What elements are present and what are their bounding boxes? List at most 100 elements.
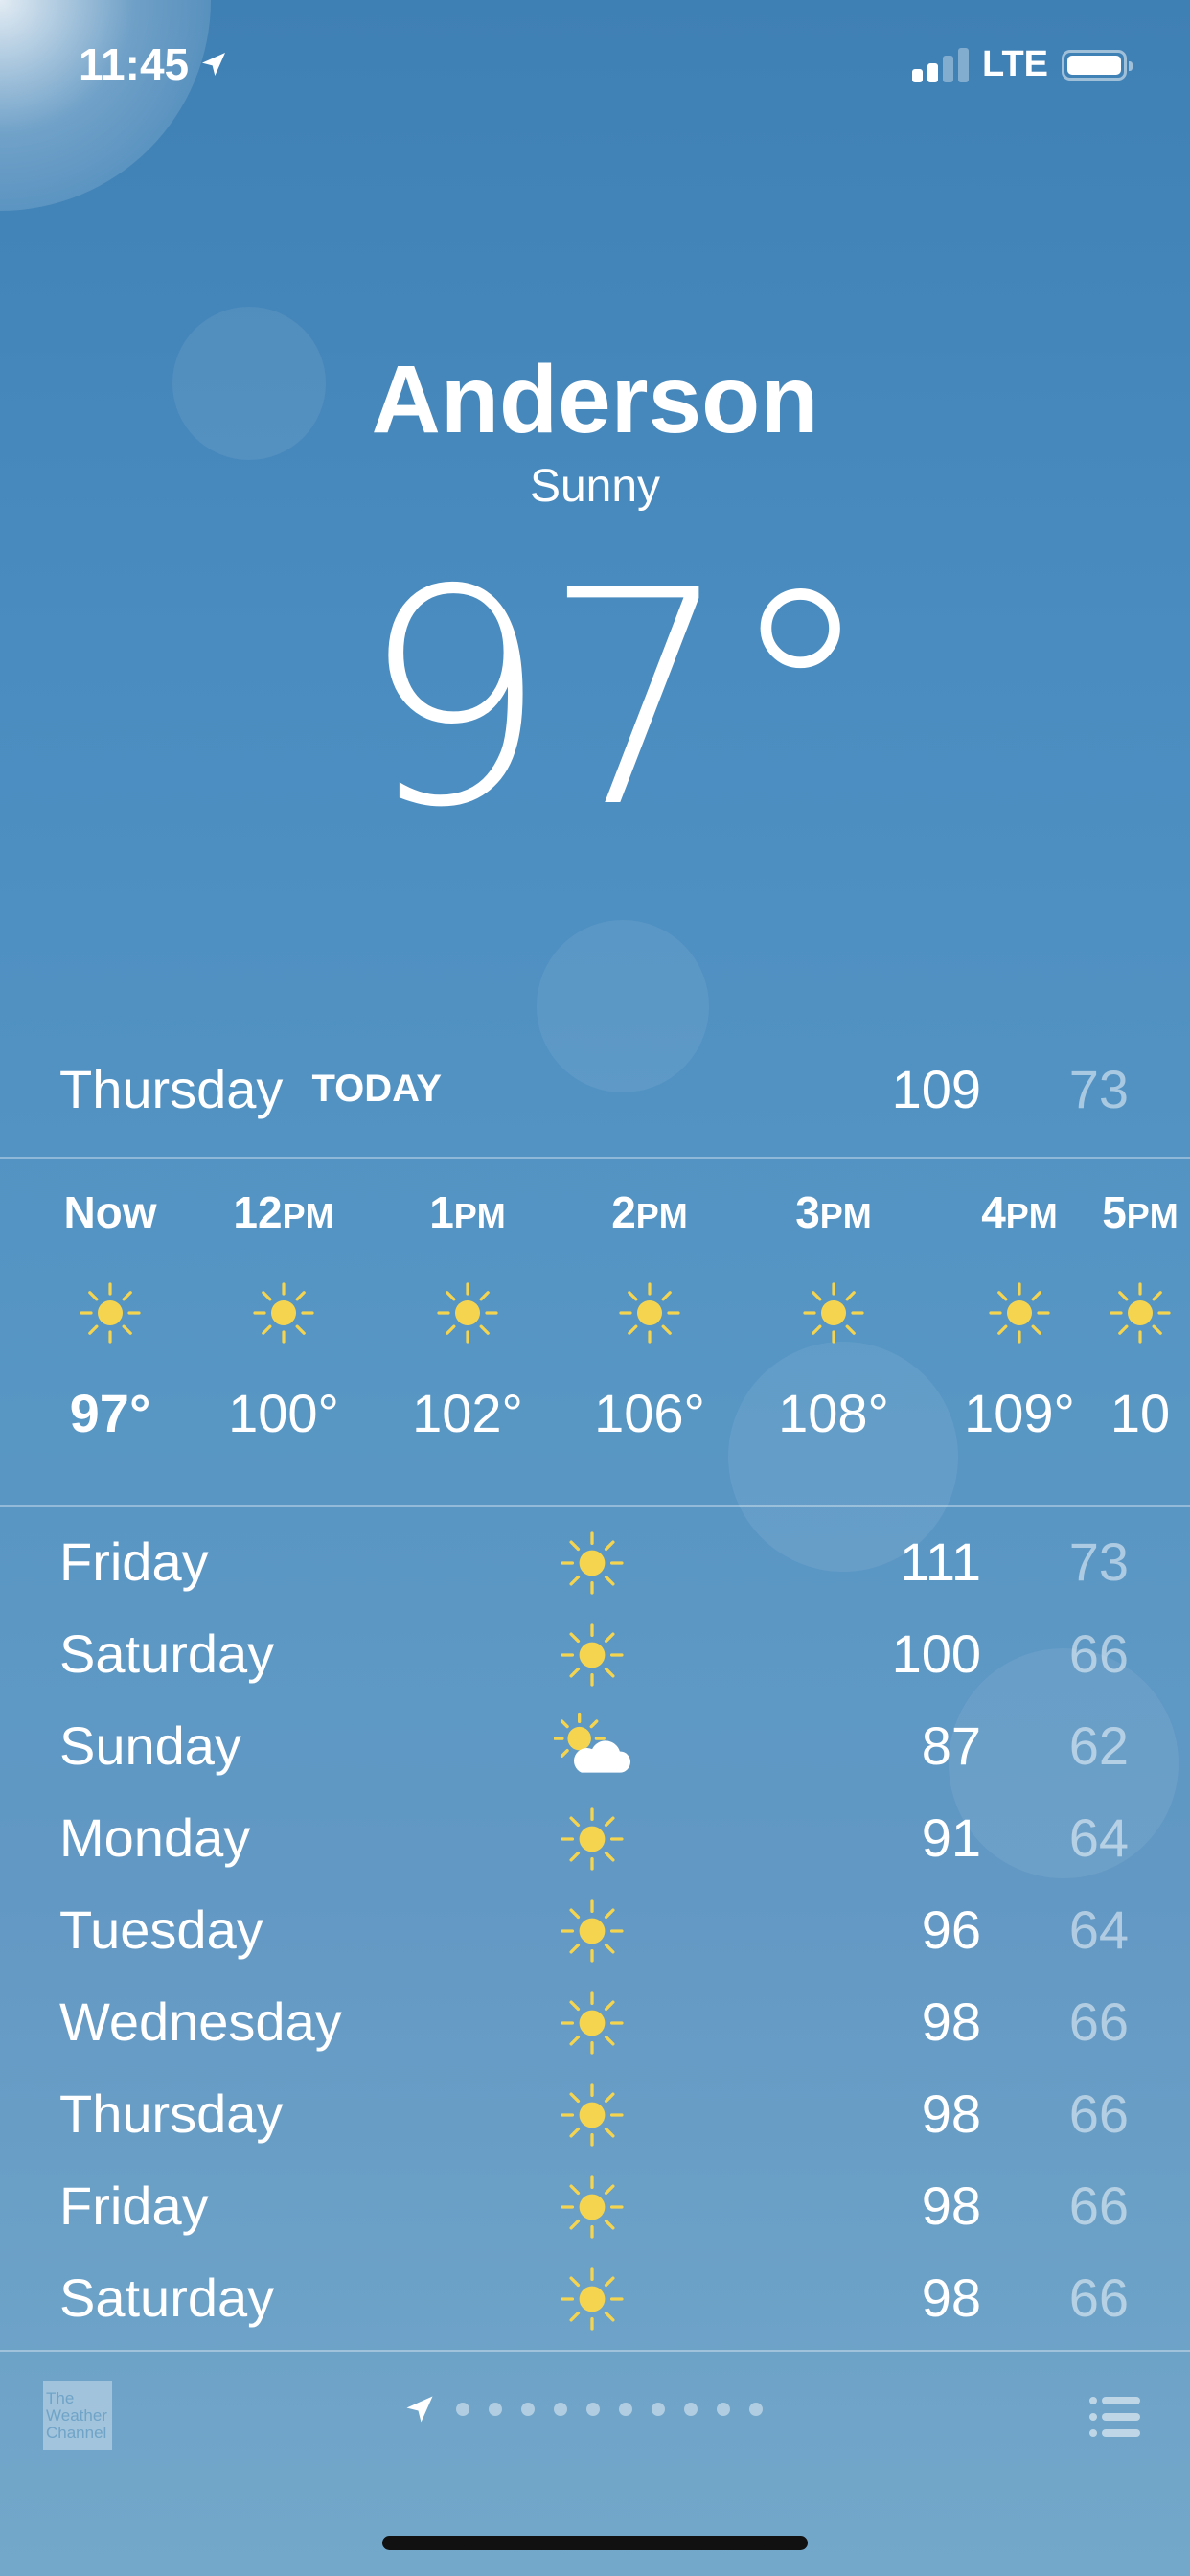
list-icon[interactable] [1088, 2396, 1142, 2438]
day-high: 87 [921, 1715, 981, 1776]
page-indicator[interactable] [402, 2392, 763, 2426]
hour-label: 5PM [1102, 1187, 1179, 1237]
sun-icon [253, 1282, 314, 1344]
location-arrow-icon[interactable] [402, 2392, 437, 2426]
current-condition: Sunny [529, 461, 661, 512]
hour-label: 1PM [429, 1187, 506, 1237]
hour-icon [1092, 1270, 1188, 1356]
daily-row: Thursday 98 66 [0, 2069, 1190, 2161]
day-high: 96 [921, 1899, 981, 1960]
page-dot[interactable] [456, 2403, 469, 2416]
city-name: Anderson [371, 346, 819, 453]
lens-flare [172, 307, 326, 460]
logo-text: The Weather Channel [46, 2389, 107, 2442]
daily-row: Monday 91 64 [0, 1793, 1190, 1885]
sun-icon [80, 1282, 141, 1344]
network-type: LTE [982, 44, 1048, 84]
today-summary: Thursday TODAY 109 73 [59, 1054, 1129, 1123]
page-dot[interactable] [684, 2403, 698, 2416]
hour-icon [377, 1270, 559, 1356]
status-indicators: LTE [912, 44, 1133, 85]
hour-label: 3PM [795, 1187, 872, 1237]
hour-label: 4PM [981, 1187, 1058, 1237]
day-low: 64 [1068, 1899, 1129, 1960]
hour-temp: 102° [412, 1383, 523, 1443]
sun-glow [0, 0, 211, 211]
day-low: 66 [1068, 1623, 1129, 1684]
day-name: Thursday [59, 2083, 284, 2144]
day-icon [554, 2079, 630, 2151]
page-dot[interactable] [554, 2403, 567, 2416]
page-dot[interactable] [619, 2403, 632, 2416]
page-dot[interactable] [489, 2403, 502, 2416]
sun-icon [561, 1807, 624, 1871]
hourly-item: 1PM 102° [377, 1164, 559, 1452]
day-high: 100 [891, 1623, 981, 1684]
divider [0, 2350, 1190, 2352]
divider [0, 1157, 1190, 1159]
page-dot[interactable] [717, 2403, 730, 2416]
day-low: 66 [1068, 2267, 1129, 2328]
day-low: 62 [1068, 1715, 1129, 1776]
day-name: Friday [59, 1531, 209, 1592]
home-indicator[interactable] [382, 2536, 808, 2550]
page-dot[interactable] [749, 2403, 763, 2416]
daily-row: Sunday 87 62 [0, 1701, 1190, 1793]
sun-icon [561, 1531, 624, 1595]
today-high: 109 [891, 1058, 981, 1119]
hour-icon [19, 1270, 201, 1356]
hour-temp: 106° [594, 1383, 705, 1443]
status-time: 11:45 [79, 38, 229, 90]
daily-row: Tuesday 96 64 [0, 1885, 1190, 1977]
today-tag: TODAY [311, 1067, 443, 1110]
day-high: 98 [921, 1991, 981, 2052]
day-icon [554, 1527, 630, 1599]
lens-flare [537, 920, 709, 1092]
hour-icon [928, 1270, 1110, 1356]
sun-icon [561, 1623, 624, 1687]
hourly-item: 12PM 100° [193, 1164, 375, 1452]
day-low: 66 [1068, 2083, 1129, 2144]
divider [0, 1505, 1190, 1506]
daily-row: Friday 111 73 [0, 1517, 1190, 1609]
day-low: 73 [1068, 1531, 1129, 1592]
hour-temp: 10 [1110, 1383, 1171, 1443]
signal-icon [912, 47, 970, 82]
daily-row: Wednesday 98 66 [0, 1977, 1190, 2069]
sun-icon [561, 2267, 624, 2331]
hourly-item: 4PM 109° [928, 1164, 1110, 1452]
hourly-item: 5PM 10 [1092, 1164, 1188, 1452]
day-icon [554, 1619, 630, 1691]
day-low: 66 [1068, 2175, 1129, 2236]
hourly-item: 2PM 106° [559, 1164, 741, 1452]
hour-label: Now [63, 1187, 157, 1237]
day-low: 66 [1068, 1991, 1129, 2052]
daily-row: Saturday 98 66 [0, 2253, 1190, 2345]
day-name: Tuesday [59, 1899, 263, 1960]
sun-icon [989, 1282, 1050, 1344]
today-day: Thursday [59, 1058, 284, 1119]
hourly-forecast[interactable]: Now 97° 12PM 100° 1PM 102° 2PM 106° 3PM 108°… [0, 1164, 1190, 1500]
hourly-item: Now 97° [19, 1164, 201, 1452]
location-arrow-icon [202, 53, 226, 76]
clock: 11:45 [79, 39, 190, 89]
daily-row: Friday 98 66 [0, 2161, 1190, 2253]
day-high: 98 [921, 2083, 981, 2144]
day-high: 111 [899, 1531, 981, 1592]
page-dot[interactable] [652, 2403, 665, 2416]
hourly-item: 3PM 108° [743, 1164, 925, 1452]
page-dot[interactable] [521, 2403, 535, 2416]
day-icon [554, 1895, 630, 1967]
daily-forecast[interactable]: Friday 111 73 Saturday 100 66 Sunday 87 62… [0, 1517, 1190, 2345]
hour-icon [559, 1270, 741, 1356]
page-dot[interactable] [586, 2403, 600, 2416]
weather-channel-logo[interactable]: The Weather Channel [43, 2380, 112, 2450]
day-name: Saturday [59, 1623, 275, 1684]
lens-flare [949, 1648, 1179, 1878]
hour-icon [193, 1270, 375, 1356]
sun-icon [1110, 1282, 1171, 1344]
day-icon [554, 1803, 630, 1875]
daily-row: Saturday 100 66 [0, 1609, 1190, 1701]
day-high: 91 [921, 1807, 981, 1868]
hour-temp: 100° [228, 1383, 339, 1443]
